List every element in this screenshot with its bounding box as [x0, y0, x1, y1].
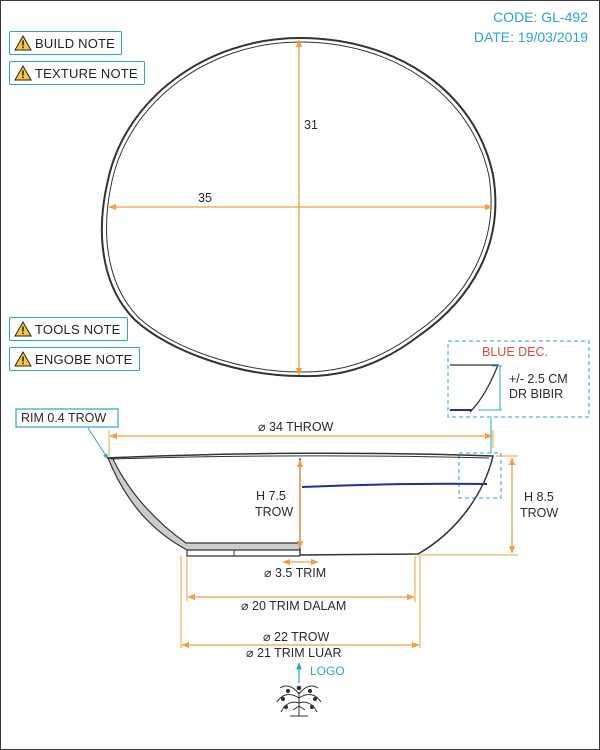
detail-line1: +/- 2.5 CM — [509, 372, 568, 386]
section-view: RIM 0.4 TROW ⌀ 34 THROW H 7.5 TROW H 8.5… — [15, 408, 558, 683]
bowl-foot-left — [186, 550, 300, 557]
detail-box — [447, 340, 590, 418]
inner-height-line1: H 7.5 — [256, 489, 286, 503]
foot-throw-label: ⌀ 22 TROW — [263, 630, 330, 644]
code-label: CODE: GL-492 — [493, 9, 588, 25]
build-note-label: BUILD NOTE — [35, 35, 116, 51]
detail-wall — [450, 364, 499, 413]
top-view: 35 31 — [100, 36, 497, 378]
warning-icon — [14, 351, 32, 367]
outer-height-line2: TROW — [520, 506, 558, 520]
outer-height-line1: H 8.5 — [524, 490, 554, 504]
texture-note-button[interactable]: TEXTURE NOTE — [9, 61, 145, 85]
texture-note-label: TEXTURE NOTE — [35, 65, 138, 81]
trim-inner-label: ⌀ 20 TRIM DALAM — [241, 599, 346, 613]
blue-dec-detail: BLUE DEC. +/- 2.5 CM DR BIBIR — [447, 340, 590, 499]
rim-leader — [87, 427, 109, 460]
logo-tree-emblem — [276, 685, 322, 717]
top-length-label: 35 — [198, 191, 212, 205]
blue-decoration-band — [301, 482, 488, 488]
bowl-section-cut — [107, 457, 301, 551]
rim-label-box — [15, 408, 119, 428]
detail-title: BLUE DEC. — [482, 345, 548, 359]
top-view-outer-outline — [100, 36, 497, 378]
detail-line2: DR BIBIR — [509, 387, 563, 401]
engobe-note-button[interactable]: ENGOBE NOTE — [9, 347, 140, 371]
bowl-outer-profile — [107, 452, 494, 556]
warning-icon — [14, 35, 32, 51]
bowl-inner-rim-line — [112, 455, 490, 460]
trim-outer-label: ⌀ 21 TRIM LUAR — [246, 646, 342, 660]
warning-icon — [14, 321, 32, 337]
tools-note-button[interactable]: TOOLS NOTE — [9, 317, 128, 341]
detail-zone-box — [458, 452, 502, 499]
trim-small-label: ⌀ 3.5 TRIM — [264, 566, 326, 580]
engobe-note-label: ENGOBE NOTE — [35, 351, 133, 367]
top-width-label: 31 — [304, 118, 318, 132]
logo-label: LOGO — [310, 664, 345, 678]
inner-height-line2: TROW — [255, 505, 293, 519]
throw-diameter-label: ⌀ 34 THROW — [258, 420, 334, 434]
date-label: DATE: 19/03/2019 — [473, 29, 588, 45]
rim-label: RIM 0.4 TROW — [21, 411, 106, 425]
tools-note-label: TOOLS NOTE — [35, 321, 121, 337]
build-note-button[interactable]: BUILD NOTE — [9, 31, 123, 55]
warning-icon — [14, 65, 32, 81]
